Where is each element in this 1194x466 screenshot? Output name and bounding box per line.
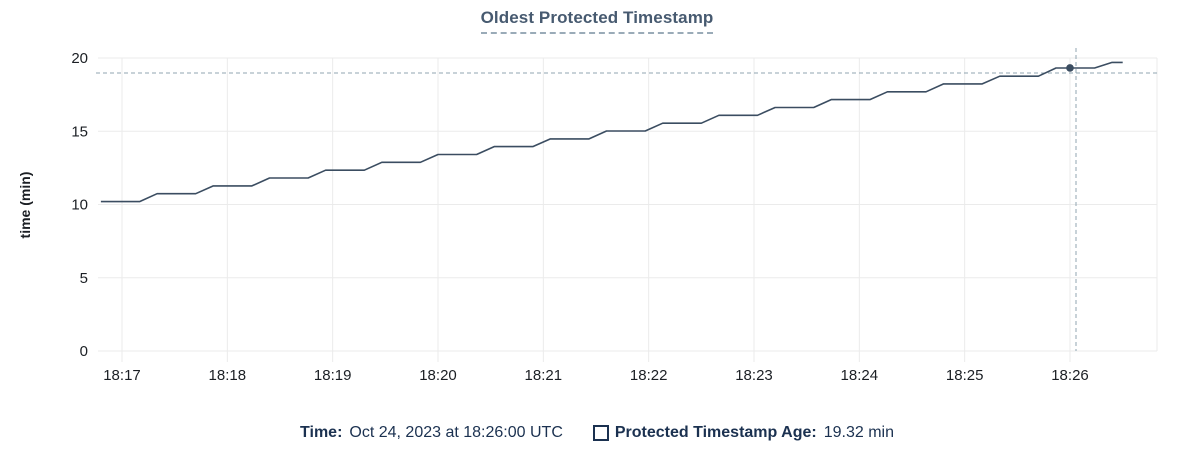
x-tick-label: 18:21 — [525, 367, 563, 384]
legend-series-label[interactable]: Protected Timestamp Age: — [614, 424, 817, 441]
legend-time-label: Time: — [300, 424, 343, 441]
chart-title-row: Oldest Protected Timestamp — [0, 8, 1194, 34]
x-tick-label: 18:23 — [735, 367, 773, 384]
x-tick-label: 18:19 — [314, 367, 352, 384]
y-tick-label: 0 — [80, 343, 88, 360]
y-tick-label: 5 — [80, 270, 88, 287]
x-tick-label: 18:20 — [419, 367, 457, 384]
x-tick-label: 18:26 — [1051, 367, 1089, 384]
y-tick-label: 10 — [71, 197, 88, 214]
crosshair-dot — [1066, 64, 1074, 72]
line-chart-svg[interactable]: 0 5 10 15 20 18:17 18:18 18:19 18:20 18:21 18:22 18… — [0, 0, 1194, 400]
x-tick-label: 18:24 — [841, 367, 879, 384]
y-tick-label: 20 — [71, 50, 88, 67]
series-line — [100, 61, 1123, 203]
y-axis-title: time (min) — [17, 172, 33, 239]
x-tick-label: 18:17 — [103, 367, 141, 384]
x-tick-label: 18:25 — [946, 367, 984, 384]
x-tick-label: 18:18 — [209, 367, 247, 384]
chart-title[interactable]: Oldest Protected Timestamp — [480, 8, 714, 34]
x-tick-label: 18:22 — [630, 367, 668, 384]
legend-series-value: 19.32 min — [823, 424, 894, 441]
series-swatch-icon[interactable] — [592, 425, 609, 441]
chart-legend: Time: Oct 24, 2023 at 18:26:00 UTC Prote… — [0, 420, 1194, 446]
y-tick-label: 15 — [71, 123, 88, 140]
legend-time-value: Oct 24, 2023 at 18:26:00 UTC — [349, 424, 563, 441]
